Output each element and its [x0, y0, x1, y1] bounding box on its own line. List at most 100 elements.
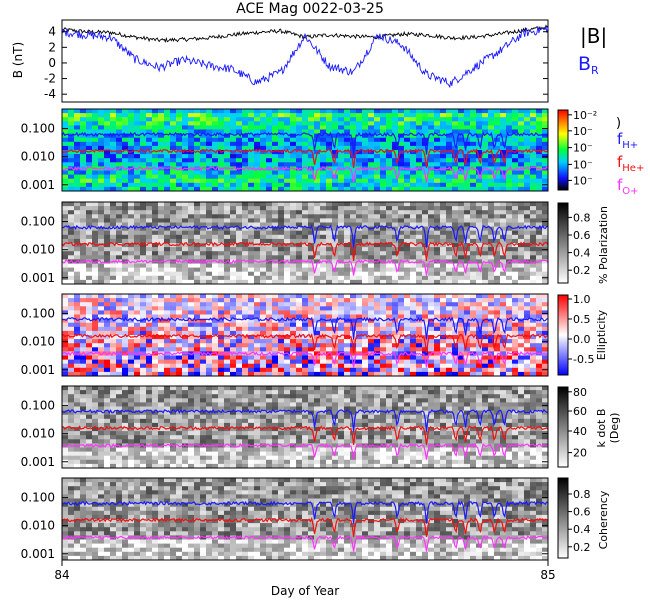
heatmap-cell	[92, 355, 99, 360]
heatmap-cell	[314, 247, 321, 252]
heatmap-cell	[230, 174, 237, 180]
heatmap-cell	[230, 335, 237, 340]
heatmap-cell	[122, 255, 129, 260]
heatmap-cell	[374, 247, 381, 252]
heatmap-cell	[374, 113, 381, 118]
heatmap-cell	[302, 314, 309, 319]
heatmap-cell	[164, 351, 171, 356]
heatmap-cell	[68, 243, 75, 248]
heatmap-cell	[542, 121, 549, 126]
heatmap-cell	[440, 141, 447, 147]
heatmap-cell	[512, 137, 519, 143]
heatmap-cell	[536, 141, 543, 147]
heatmap-cell	[182, 206, 189, 211]
heatmap-cell	[224, 279, 231, 285]
heatmap-cell	[212, 154, 219, 159]
heatmap-cell	[242, 113, 249, 118]
heatmap-cell	[248, 162, 255, 167]
heatmap-cell	[422, 210, 429, 215]
heatmap-cell	[116, 367, 123, 373]
heatmap-cell	[428, 255, 435, 260]
heatmap-cell	[62, 251, 69, 256]
heatmap-cell	[362, 251, 369, 256]
heatmap-cell	[134, 310, 141, 315]
heatmap-cell	[308, 186, 315, 192]
heatmap-cell	[428, 226, 435, 232]
heatmap-cell	[338, 267, 345, 273]
heatmap-cell	[278, 109, 285, 114]
heatmap-cell	[230, 347, 237, 352]
heatmap-cell	[134, 247, 141, 252]
heatmap-cell	[476, 117, 483, 122]
heatmap-cell	[284, 318, 291, 324]
heatmap-cell	[308, 162, 315, 167]
heatmap-cell	[278, 206, 285, 211]
heatmap-cell	[212, 238, 219, 244]
heatmap-cell	[152, 251, 159, 256]
heatmap-cell	[110, 298, 117, 303]
heatmap-cell	[398, 141, 405, 147]
heatmap-cell	[470, 306, 477, 311]
heatmap-cell	[320, 206, 327, 211]
heatmap-cell	[476, 363, 483, 369]
heatmap-cell	[92, 182, 99, 188]
heatmap-cell	[146, 222, 153, 227]
heatmap-cell	[434, 386, 441, 391]
heatmap-cell	[74, 133, 81, 139]
heatmap-cell	[428, 230, 435, 236]
heatmap-cell	[80, 386, 87, 391]
heatmap-cell	[212, 218, 219, 223]
heatmap-cell	[62, 125, 69, 130]
heatmap-cell	[116, 251, 123, 256]
heatmap-cell	[326, 182, 333, 188]
heatmap-cell	[344, 298, 351, 303]
heatmap-cell	[302, 170, 309, 175]
heatmap-cell	[338, 218, 345, 223]
heatmap-cell	[272, 359, 279, 365]
heatmap-cell	[350, 355, 357, 360]
heatmap-cell	[212, 314, 219, 319]
heatmap-cell	[422, 129, 429, 134]
heatmap-cell	[338, 386, 345, 391]
heatmap-cell	[212, 121, 219, 126]
heatmap-cell	[194, 137, 201, 143]
heatmap-cell	[116, 109, 123, 114]
heatmap-cell	[248, 206, 255, 211]
heatmap-cell	[410, 222, 417, 227]
heatmap-cell	[368, 386, 375, 391]
heatmap-cell	[536, 302, 543, 307]
heatmap-cell	[356, 113, 363, 118]
heatmap-cell	[110, 218, 117, 223]
heatmap-cell	[266, 314, 273, 319]
heatmap-cell	[254, 137, 261, 143]
heatmap-cell	[80, 322, 87, 328]
heatmap-cell	[452, 117, 459, 122]
heatmap-cell	[182, 351, 189, 356]
heatmap-cell	[332, 145, 339, 151]
heatmap-cell	[272, 178, 279, 184]
heatmap-cell	[164, 279, 171, 285]
heatmap-cell	[212, 386, 219, 391]
heatmap-cell	[62, 310, 69, 315]
heatmap-cell	[410, 206, 417, 211]
heatmap-cell	[440, 367, 447, 373]
heatmap-cell	[182, 210, 189, 215]
heatmap-cell	[110, 178, 117, 184]
heatmap-cell	[116, 302, 123, 307]
heatmap-cell	[434, 359, 441, 365]
heatmap-cell	[398, 121, 405, 126]
heatmap-cell	[146, 137, 153, 143]
heatmap-cell	[404, 343, 411, 348]
heatmap-cell	[320, 186, 327, 192]
heatmap-cell	[140, 133, 147, 139]
heatmap-cell	[254, 247, 261, 252]
heatmap-cell	[110, 202, 117, 207]
heatmap-cell	[500, 230, 507, 236]
heatmap-cell	[404, 218, 411, 223]
heatmap-cell	[434, 162, 441, 167]
heatmap-cell	[392, 294, 399, 299]
heatmap-cell	[170, 222, 177, 227]
heatmap-cell	[110, 343, 117, 348]
heatmap-cell	[446, 310, 453, 315]
heatmap-cell	[428, 202, 435, 207]
